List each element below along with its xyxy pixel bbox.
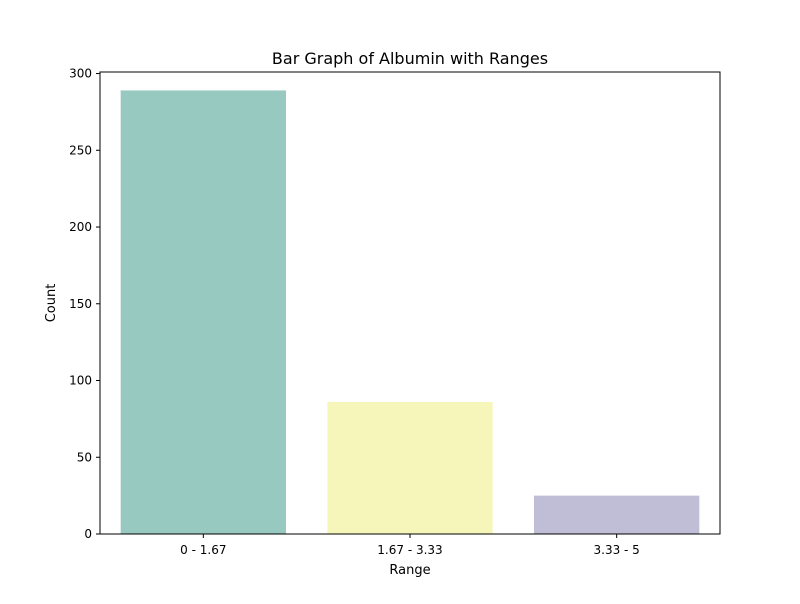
y-tick-label: 300 [69,67,92,81]
plot-frame [99,71,721,535]
chart-title: Bar Graph of Albumin with Ranges [272,49,548,68]
y-tick-label: 150 [69,297,92,311]
bar [327,402,493,534]
x-axis-label: Range [389,563,430,578]
y-axis: 0 50 100 150 200 250 300 [69,67,100,541]
x-tick-label: 3.33 - 5 [594,543,640,557]
y-axis-label: Count [44,284,59,323]
y-tick-label: 200 [69,220,92,234]
bar [120,90,287,534]
x-tick-label: 0 - 1.67 [180,543,226,557]
x-tick-label: 1.67 - 3.33 [377,543,442,557]
y-tick-label: 50 [77,450,92,464]
y-tick-label: 0 [84,527,92,541]
x-axis: 0 - 1.67 1.67 - 3.33 3.33 - 5 [180,534,640,557]
bars-layer [120,90,700,534]
bar [534,495,700,534]
y-tick-label: 100 [69,374,92,388]
y-tick-label: 250 [69,143,92,157]
